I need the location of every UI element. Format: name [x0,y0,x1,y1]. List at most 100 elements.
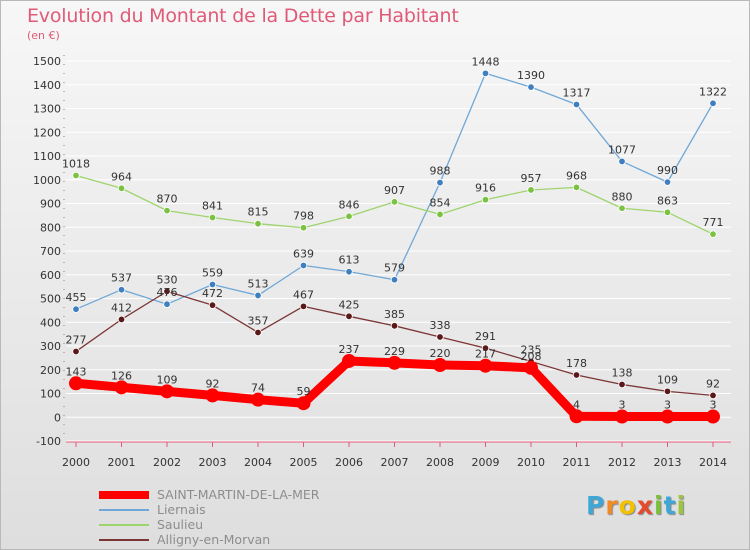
chart-title: Evolution du Montant de la Dette par Hab… [27,5,459,27]
data-label: 964 [111,170,132,183]
y-tick-label: 0 [54,411,61,424]
x-tick-label: 2001 [108,456,136,469]
data-point [387,355,402,370]
data-point [572,100,581,109]
data-label: 59 [297,385,311,398]
data-label: 870 [157,193,178,206]
legend-item: SAINT-MARTIN-DE-LA-MER [99,487,320,502]
y-tick-label: 900 [40,198,61,211]
data-label: 92 [206,377,220,390]
x-tick-label: 2000 [62,456,90,469]
data-point [208,213,217,222]
legend-label: Liernais [157,502,206,517]
data-point [481,195,490,204]
data-label: 109 [157,373,178,386]
data-label: 472 [202,287,223,300]
legend-swatch [99,508,149,511]
y-tick-label: -100 [36,435,61,448]
data-point [390,198,399,206]
data-label: 579 [384,262,405,275]
unit-label: (en €) [27,29,60,42]
data-label: 476 [157,286,178,299]
data-point [709,99,717,107]
y-tick-label: 400 [40,316,61,329]
x-tick-label: 2005 [290,456,318,469]
legend-swatch [99,538,149,541]
data-point [390,322,399,330]
data-label: 217 [475,348,496,361]
data-point [663,178,672,186]
data-label: 178 [566,357,587,370]
y-tick-label: 200 [40,364,61,377]
data-point [663,208,672,216]
x-tick-label: 2002 [153,456,181,469]
data-point [163,300,171,308]
y-tick-label: 1000 [33,174,61,187]
data-label: 846 [339,198,360,211]
data-point [618,380,626,389]
data-label: 1390 [517,69,545,82]
data-point [296,396,311,411]
data-label: 220 [430,347,451,360]
data-point [208,301,217,309]
legend-swatch [99,490,149,499]
x-tick-label: 2007 [381,456,409,469]
data-label: 988 [430,165,451,178]
y-tick-label: 500 [40,293,61,306]
data-point [299,224,308,232]
data-point [345,212,353,221]
data-label: 1077 [608,143,636,156]
data-point [527,186,535,194]
y-tick-label: 100 [40,388,61,401]
data-point [390,276,399,284]
x-tick-label: 2013 [654,456,682,469]
data-point [72,171,80,180]
data-point [615,409,629,424]
data-point [251,392,265,407]
data-label: 412 [111,301,132,314]
data-point [572,371,581,379]
data-point [709,230,717,238]
data-label: 968 [566,169,587,182]
data-label: 513 [248,277,269,290]
data-label: 613 [339,254,360,267]
legend-item: Liernais [99,502,320,517]
data-point [163,206,171,215]
data-label: 916 [475,182,496,195]
data-point [572,183,581,192]
data-point [69,376,83,391]
data-label: 537 [111,272,132,285]
data-point [72,347,80,356]
data-point [117,184,126,192]
data-point [114,380,129,395]
y-tick-label: 1400 [33,79,61,92]
y-tick-label: 1100 [33,150,61,163]
data-point [618,157,626,166]
data-label: 798 [293,210,314,223]
data-label: 854 [430,196,451,209]
data-label: 1317 [563,86,591,99]
x-tick-label: 2011 [563,456,591,469]
data-point [163,287,171,296]
data-label: 109 [657,373,678,386]
data-label: 208 [521,350,542,363]
data-point [208,280,217,289]
data-label: 138 [612,366,633,379]
data-point [436,333,444,341]
y-tick-label: 600 [40,269,61,282]
data-label: 92 [706,377,720,390]
y-tick-label: 1300 [33,103,61,116]
data-point [254,219,262,228]
data-point [660,409,675,424]
data-point [481,344,490,352]
data-label: 467 [293,288,314,301]
data-label: 1322 [699,85,727,98]
data-label: 4 [573,398,580,411]
data-point [345,312,353,321]
data-point [709,391,717,400]
data-label: 291 [475,330,496,343]
y-tick-label: 700 [40,245,61,258]
data-point [254,328,262,337]
data-point [481,69,490,78]
